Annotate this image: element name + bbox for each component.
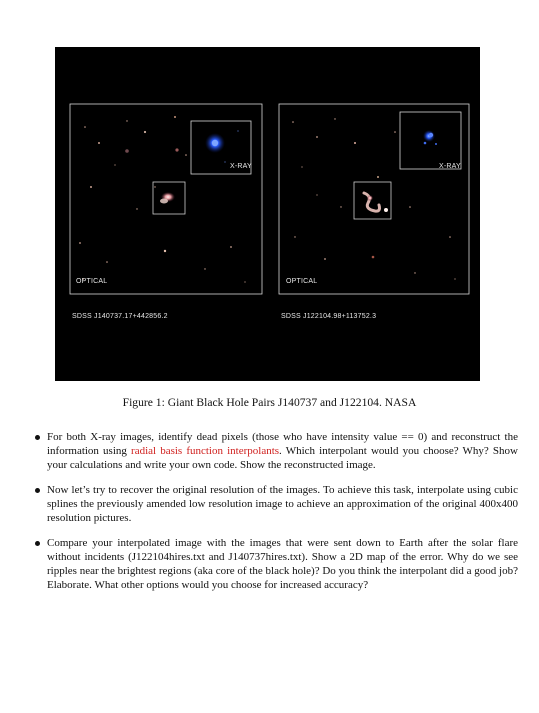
list-item: For both X-ray images, identify dead pix… xyxy=(35,430,518,472)
bullet-icon xyxy=(35,541,40,546)
right-panel xyxy=(278,103,470,295)
right-optical-label: OPTICAL xyxy=(286,278,318,285)
black-hole-pairs-figure: X-RAY OPTICAL SDSS J140737.17+442856.2 X… xyxy=(55,47,480,381)
figure-image xyxy=(69,103,470,295)
left-xray-label: X-RAY xyxy=(230,163,252,170)
bullet-text: Now let’s try to recover the original re… xyxy=(47,484,518,524)
bullet-text-tail: . Which interpolant would you choose? Wh… xyxy=(47,445,518,471)
right-starfield xyxy=(292,118,456,280)
xray-source-right xyxy=(423,130,435,142)
figure-caption: Figure 1: Giant Black Hole Pairs J140737… xyxy=(122,396,417,409)
right-xray-label: X-RAY xyxy=(439,163,461,170)
list-item: Now let’s try to recover the original re… xyxy=(35,483,518,525)
task-list: For both X-ray images, identify dead pix… xyxy=(35,430,518,603)
right-designation: SDSS J122104.98+113752.3 xyxy=(281,313,377,320)
bullet-icon xyxy=(35,435,40,440)
left-starfield xyxy=(79,116,246,283)
bullet-text: For both X-ray images, identify dead pix… xyxy=(47,431,518,457)
list-item: Compare your interpolated image with the… xyxy=(35,536,518,592)
bullet-text: Compare your interpolated image with the… xyxy=(47,537,518,591)
left-optical-label: OPTICAL xyxy=(76,278,108,285)
left-designation: SDSS J140737.17+442856.2 xyxy=(72,313,168,320)
bullet-icon xyxy=(35,488,40,493)
highlighted-term: radial basis function interpolants xyxy=(131,445,280,457)
left-panel xyxy=(69,103,263,295)
